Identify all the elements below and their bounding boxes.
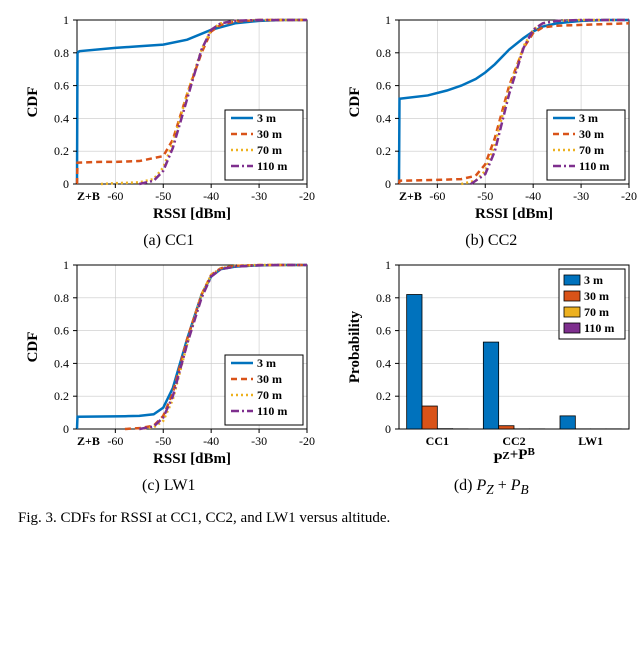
svg-text:0.8: 0.8 — [54, 46, 69, 60]
svg-text:CDF: CDF — [347, 87, 363, 118]
svg-text:-50: -50 — [155, 189, 171, 203]
svg-text:0.2: 0.2 — [376, 144, 391, 158]
svg-text:0.8: 0.8 — [376, 46, 391, 60]
svg-text:0: 0 — [385, 177, 391, 191]
subcaption-a: (a) CC1 — [143, 232, 194, 250]
svg-text:CC1: CC1 — [426, 434, 449, 448]
svg-text:1: 1 — [63, 258, 69, 272]
svg-text:3 m: 3 m — [257, 111, 276, 125]
svg-text:0: 0 — [385, 422, 391, 436]
svg-text:30 m: 30 m — [257, 372, 282, 386]
svg-text:30 m: 30 m — [584, 289, 609, 303]
svg-text:0.2: 0.2 — [54, 144, 69, 158]
panel-d: CC1 CC2 LW1 0 0.2 0.4 0.6 0.8 1 PZ+PB Probability 3… — [333, 255, 640, 498]
svg-text:-50: -50 — [155, 434, 171, 448]
svg-text:-50: -50 — [478, 189, 494, 203]
svg-text:110 m: 110 m — [257, 159, 287, 173]
svg-text:1: 1 — [385, 258, 391, 272]
svg-text:-40: -40 — [203, 434, 219, 448]
svg-text:0.6: 0.6 — [54, 324, 69, 338]
svg-text:CDF: CDF — [25, 332, 41, 363]
svg-text:0.4: 0.4 — [54, 111, 69, 125]
svg-text:0.2: 0.2 — [54, 389, 69, 403]
figure-caption: Fig. 3. CDFs for RSSI at CC1, CC2, and L… — [10, 510, 640, 527]
panel-a: Z+B -60 -50 -40 -30 -20 0 0.2 0.4 0.6 0.8 1 RSSI [dB… — [10, 10, 328, 250]
svg-text:-30: -30 — [251, 434, 267, 448]
svg-text:-20: -20 — [299, 434, 315, 448]
svg-text:Z+B: Z+B — [77, 434, 100, 448]
panel-c: Z+B -60 -50 -40 -30 -20 0 0.2 0.4 0.6 0.8 1 RSSI [dB… — [10, 255, 328, 498]
svg-text:110 m: 110 m — [579, 159, 609, 173]
svg-text:0.4: 0.4 — [54, 356, 69, 370]
svg-text:0.2: 0.2 — [376, 389, 391, 403]
svg-text:70 m: 70 m — [584, 305, 609, 319]
svg-text:CDF: CDF — [25, 87, 41, 118]
chart-cc2: Z+B -60 -50 -40 -30 -20 0 0.2 0.4 0.6 0.8 1 RSSI [dB… — [341, 10, 640, 230]
panel-b: Z+B -60 -50 -40 -30 -20 0 0.2 0.4 0.6 0.8 1 RSSI [dB… — [333, 10, 640, 250]
chart-lw1: Z+B -60 -50 -40 -30 -20 0 0.2 0.4 0.6 0.8 1 RSSI [dB… — [19, 255, 319, 475]
svg-text:0.4: 0.4 — [376, 111, 391, 125]
svg-text:30 m: 30 m — [579, 127, 604, 141]
svg-text:-60: -60 — [107, 189, 123, 203]
subcaption-b: (b) CC2 — [465, 232, 517, 250]
svg-text:RSSI [dBm]: RSSI [dBm] — [475, 206, 553, 222]
svg-text:0: 0 — [63, 422, 69, 436]
svg-text:1: 1 — [63, 13, 69, 27]
svg-text:-20: -20 — [621, 189, 637, 203]
svg-text:0: 0 — [63, 177, 69, 191]
svg-text:0.6: 0.6 — [54, 79, 69, 93]
svg-text:0.6: 0.6 — [376, 79, 391, 93]
svg-text:Z+B: Z+B — [399, 189, 422, 203]
svg-text:110 m: 110 m — [584, 321, 614, 335]
svg-text:Z+B: Z+B — [77, 189, 100, 203]
subcaption-d: (d) PZ + PB — [454, 477, 529, 498]
figure-grid: Z+B -60 -50 -40 -30 -20 0 0.2 0.4 0.6 0.8 1 RSSI [dB… — [10, 10, 640, 498]
svg-text:RSSI [dBm]: RSSI [dBm] — [153, 451, 231, 467]
svg-text:3 m: 3 m — [584, 273, 603, 287]
svg-text:3 m: 3 m — [579, 111, 598, 125]
svg-text:CC2: CC2 — [503, 434, 526, 448]
svg-text:-40: -40 — [203, 189, 219, 203]
svg-text:PZ+PB: PZ+PB — [493, 446, 535, 467]
svg-text:RSSI [dBm]: RSSI [dBm] — [153, 206, 231, 222]
svg-text:-60: -60 — [430, 189, 446, 203]
svg-text:Probability: Probability — [347, 310, 363, 383]
svg-text:70 m: 70 m — [257, 388, 282, 402]
svg-text:70 m: 70 m — [257, 143, 282, 157]
svg-text:-20: -20 — [299, 189, 315, 203]
svg-text:1: 1 — [385, 13, 391, 27]
svg-text:0.4: 0.4 — [376, 356, 391, 370]
svg-text:LW1: LW1 — [578, 434, 603, 448]
svg-text:0.8: 0.8 — [376, 291, 391, 305]
svg-text:-30: -30 — [573, 189, 589, 203]
svg-text:-40: -40 — [525, 189, 541, 203]
svg-text:0.6: 0.6 — [376, 324, 391, 338]
svg-text:0.8: 0.8 — [54, 291, 69, 305]
svg-text:3 m: 3 m — [257, 356, 276, 370]
svg-text:70 m: 70 m — [579, 143, 604, 157]
chart-pzpb: CC1 CC2 LW1 0 0.2 0.4 0.6 0.8 1 PZ+PB Probability 3… — [341, 255, 640, 475]
svg-text:-60: -60 — [107, 434, 123, 448]
svg-text:110 m: 110 m — [257, 404, 287, 418]
chart-cc1: Z+B -60 -50 -40 -30 -20 0 0.2 0.4 0.6 0.8 1 RSSI [dB… — [19, 10, 319, 230]
subcaption-c: (c) LW1 — [142, 477, 195, 495]
svg-text:30 m: 30 m — [257, 127, 282, 141]
svg-text:-30: -30 — [251, 189, 267, 203]
